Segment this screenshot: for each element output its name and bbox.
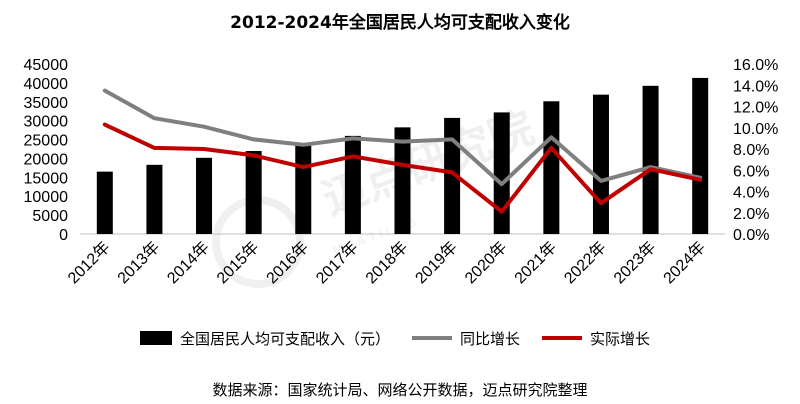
y-left-tick-label: 30000 <box>24 114 69 131</box>
x-tick-label: 2012年 <box>64 238 113 287</box>
x-tick-label: 2016年 <box>263 238 312 287</box>
bar <box>245 151 262 234</box>
bar <box>146 164 163 234</box>
bar <box>196 157 213 234</box>
bar <box>444 117 461 234</box>
x-tick-label: 2024年 <box>660 238 709 287</box>
y-left-tick-label: 10000 <box>24 189 69 206</box>
source-note: 数据来源：国家统计局、网络公开数据，迈点研究院整理 <box>212 381 588 399</box>
bar <box>692 77 709 234</box>
legend: 全国居民人均可支配收入（元） 同比增长 实际增长 <box>140 330 650 348</box>
x-tick-label: 2019年 <box>412 238 461 287</box>
legend-label: 同比增长 <box>460 330 520 348</box>
y-right-tick-label: 2.0% <box>733 206 769 223</box>
y-right-tick-label: 0.0% <box>733 227 769 244</box>
y-left-tick-label: 15000 <box>24 170 69 187</box>
bar <box>295 144 312 234</box>
bar <box>493 112 510 234</box>
y-right-tick-label: 12.0% <box>733 100 778 117</box>
y-right-tick-label: 14.0% <box>733 78 778 95</box>
x-tick-label: 2014年 <box>164 238 213 287</box>
x-tick-label: 2022年 <box>561 238 610 287</box>
real-growth-line <box>102 122 703 214</box>
y-left-tick-label: 40000 <box>24 76 69 93</box>
line-series <box>102 88 703 214</box>
y-left-tick-label: 25000 <box>24 133 69 150</box>
y-right-tick-label: 6.0% <box>733 163 769 180</box>
y-left-tick-label: 45000 <box>24 57 69 74</box>
x-tick-label: 2020年 <box>461 238 510 287</box>
y-right-tick-label: 16.0% <box>733 57 778 74</box>
y-left-tick-label: 0 <box>59 227 68 244</box>
bar <box>592 94 609 235</box>
bar <box>394 127 411 234</box>
y-left-tick-label: 5000 <box>32 208 68 225</box>
bar <box>543 101 560 234</box>
y-right-tick-label: 4.0% <box>733 185 769 202</box>
bar-series <box>96 77 709 235</box>
legend-label: 全国居民人均可支配收入（元） <box>180 330 390 348</box>
y-left-tick-label: 20000 <box>24 151 69 168</box>
legend-swatch-bar <box>140 331 172 345</box>
chart-title: 2012-2024年全国居民人均可支配收入变化 <box>230 13 570 33</box>
x-tick-label: 2013年 <box>114 238 163 287</box>
x-tick-labels: 2012年 2013年 2014年 2015年 2016年 2017年 2018年 2019年… <box>64 238 709 287</box>
x-tick-label: 2023年 <box>610 238 659 287</box>
y-right-tick-label: 8.0% <box>733 142 769 159</box>
x-tick-label: 2021年 <box>511 238 560 287</box>
bar <box>96 171 113 234</box>
legend-label: 实际增长 <box>590 330 650 348</box>
y-left-tick-label: 35000 <box>24 95 69 112</box>
bar <box>344 135 361 234</box>
y-right-tick-label: 10.0% <box>733 121 778 138</box>
yoy-growth-line <box>102 88 703 187</box>
bar <box>642 85 659 234</box>
